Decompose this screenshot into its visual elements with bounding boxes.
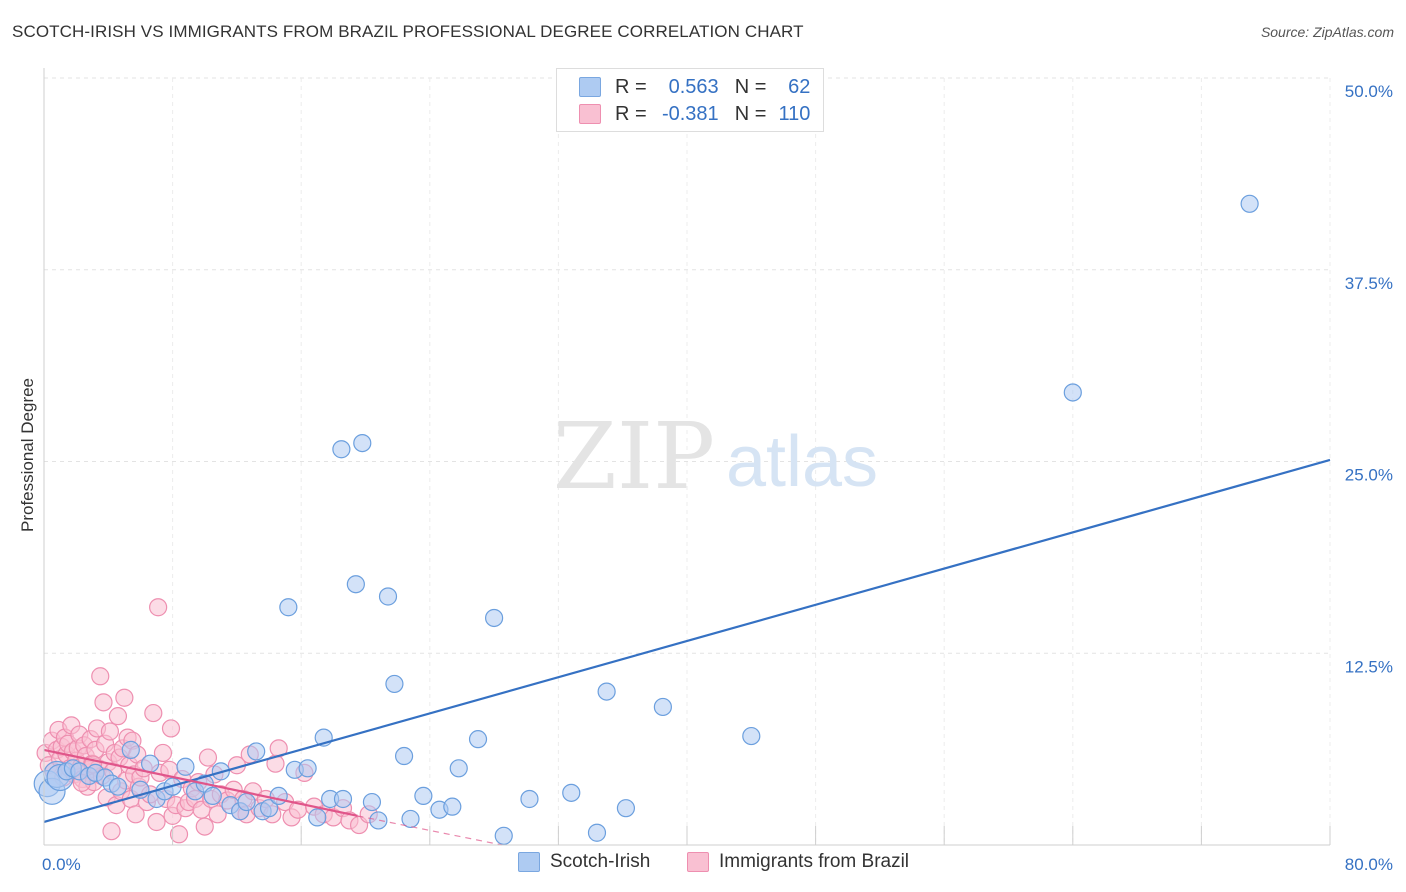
brazil-point	[147, 812, 166, 832]
scotch-irish-point	[332, 440, 351, 459]
scotch-irish-point	[468, 730, 488, 749]
brazil-point	[91, 667, 110, 686]
scotch-irish-point	[562, 783, 581, 802]
scotch-irish-point	[140, 754, 160, 773]
y-tick-label: 50.0%	[1345, 82, 1393, 101]
n-value: 110	[778, 102, 811, 125]
brazil-point	[153, 743, 173, 763]
brazil-point	[102, 822, 121, 841]
y-tick-label: 12.5%	[1345, 657, 1393, 676]
scotch-irish-point	[494, 826, 513, 845]
data-points	[33, 194, 1259, 845]
brazil-point	[94, 693, 113, 712]
scotch-irish-point	[443, 797, 462, 816]
brazil-point	[198, 748, 218, 767]
stats-row-scotch-irish: R = 0.563 N = 62	[579, 74, 810, 100]
scotch-irish-point	[1240, 194, 1259, 213]
legend-label-brazil: Immigrants from Brazil	[719, 851, 910, 872]
watermark: ZIP atlas	[553, 403, 878, 510]
scotch-irish-point	[369, 811, 388, 830]
brazil-point	[126, 805, 145, 824]
x-tick-label: 0.0%	[42, 855, 81, 874]
watermark-atlas: atlas	[726, 422, 878, 502]
scotch-irish-point	[587, 823, 607, 842]
brazil-point	[208, 805, 227, 824]
scotch-irish-point	[247, 742, 266, 761]
brazil-point	[115, 688, 134, 707]
scotch-irish-point	[279, 598, 298, 617]
stats-row-brazil: R = -0.381 N = 110	[579, 101, 810, 127]
scotch-irish-point	[308, 808, 327, 827]
scotch-irish-point	[121, 740, 140, 759]
r-label: R =	[615, 75, 647, 98]
axes: 12.5% 25.0% 37.5% 50.0% 0.0% 80.0%	[42, 68, 1393, 874]
scotch-irish-point	[449, 759, 468, 778]
brazil-point	[100, 722, 120, 741]
scotch-irish-point	[485, 608, 504, 628]
scotch-irish-swatch	[579, 77, 601, 97]
brazil-point	[169, 825, 189, 844]
brazil-trend-extension	[357, 815, 503, 846]
scotch-irish-point	[401, 809, 420, 829]
legend-item-brazil[interactable]: Immigrants from Brazil	[687, 851, 909, 873]
trend-lines	[43, 458, 1331, 846]
scotch-irish-point	[378, 587, 398, 606]
scotch-irish-point	[269, 786, 288, 806]
scotch-irish-point	[616, 799, 636, 818]
scotch-irish-point	[176, 757, 195, 776]
brazil-point	[161, 719, 181, 738]
brazil-point	[149, 598, 168, 617]
brazil-point	[108, 707, 128, 726]
r-label: R =	[615, 102, 647, 125]
legend-swatch-brazil	[687, 852, 709, 872]
scotch-irish-point	[653, 697, 672, 717]
scotch-irish-point	[333, 789, 353, 809]
scotch-irish-point	[597, 682, 616, 701]
x-tick-label: 80.0%	[1345, 855, 1393, 874]
scotch-irish-point	[414, 786, 433, 806]
n-value: 62	[788, 75, 811, 98]
r-value: -0.381	[661, 102, 719, 125]
scotch-irish-point	[237, 792, 256, 812]
source-label: Source: ZipAtlas.com	[1260, 24, 1394, 40]
n-label: N =	[734, 102, 767, 125]
legend-item-scotch-irish[interactable]: Scotch-Irish	[518, 851, 650, 873]
scotch-irish-point	[1063, 383, 1082, 402]
brazil-point	[195, 817, 214, 836]
scotch-irish-trend-line	[43, 458, 1331, 824]
watermark-zip: ZIP	[553, 403, 715, 510]
scotch-irish-point	[259, 799, 279, 818]
brazil-point	[144, 703, 163, 723]
brazil-swatch	[579, 104, 601, 124]
brazil-trend-line	[43, 748, 358, 817]
chart-title: SCOTCH-IRISH VS IMMIGRANTS FROM BRAZIL P…	[12, 22, 804, 41]
scotch-irish-point	[742, 726, 761, 746]
scotch-irish-point	[298, 759, 317, 778]
scotch-irish-point	[520, 789, 539, 809]
n-label: N =	[734, 75, 767, 98]
scotch-irish-point	[346, 575, 365, 594]
y-tick-label: 37.5%	[1345, 274, 1393, 293]
legend-swatch-scotch-irish	[518, 852, 540, 872]
legend-label-scotch-irish: Scotch-Irish	[550, 851, 651, 872]
r-value: 0.563	[668, 75, 719, 98]
y-tick-label: 25.0%	[1345, 466, 1393, 485]
scotch-irish-point	[203, 786, 222, 806]
scotch-irish-point	[385, 674, 404, 694]
scotch-irish-point	[108, 777, 128, 796]
scotch-irish-point	[394, 746, 414, 766]
stats-legend-box: R = 0.563 N = 62 R = -0.381 N = 110	[556, 68, 824, 132]
scotch-irish-point	[353, 433, 372, 453]
scotch-irish-point	[362, 792, 382, 812]
